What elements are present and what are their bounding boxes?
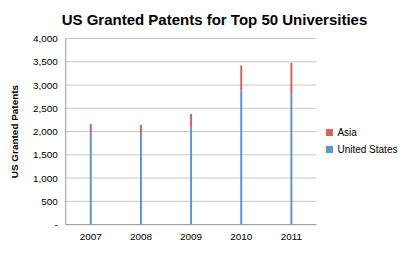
svg-text:2007: 2007 <box>80 231 103 242</box>
svg-text:2009: 2009 <box>180 231 203 242</box>
svg-text:3,000: 3,000 <box>33 80 58 91</box>
html-text:US Granted Patents for Top 50: US Granted Patents for Top 50 Universiti… <box>61 11 368 28</box>
svg-text:2,000: 2,000 <box>33 126 58 137</box>
svg-text:2008: 2008 <box>130 231 153 242</box>
svg-text:2010: 2010 <box>230 231 253 242</box>
svg-text:1,500: 1,500 <box>33 149 58 160</box>
svg-text:2,500: 2,500 <box>33 103 58 114</box>
html-text:United States: United States <box>337 143 398 155</box>
svg-text:2011: 2011 <box>281 231 303 242</box>
svg-text:500: 500 <box>41 196 58 207</box>
svg-text:4,000: 4,000 <box>33 34 58 44</box>
svg-text:1,000: 1,000 <box>33 173 58 184</box>
svg-text:-: - <box>54 219 57 230</box>
html-text:Asia: Asia <box>337 126 357 138</box>
svg-text:3,500: 3,500 <box>33 56 58 67</box>
svg-text:US Granted Patents: US Granted Patents <box>9 84 20 178</box>
